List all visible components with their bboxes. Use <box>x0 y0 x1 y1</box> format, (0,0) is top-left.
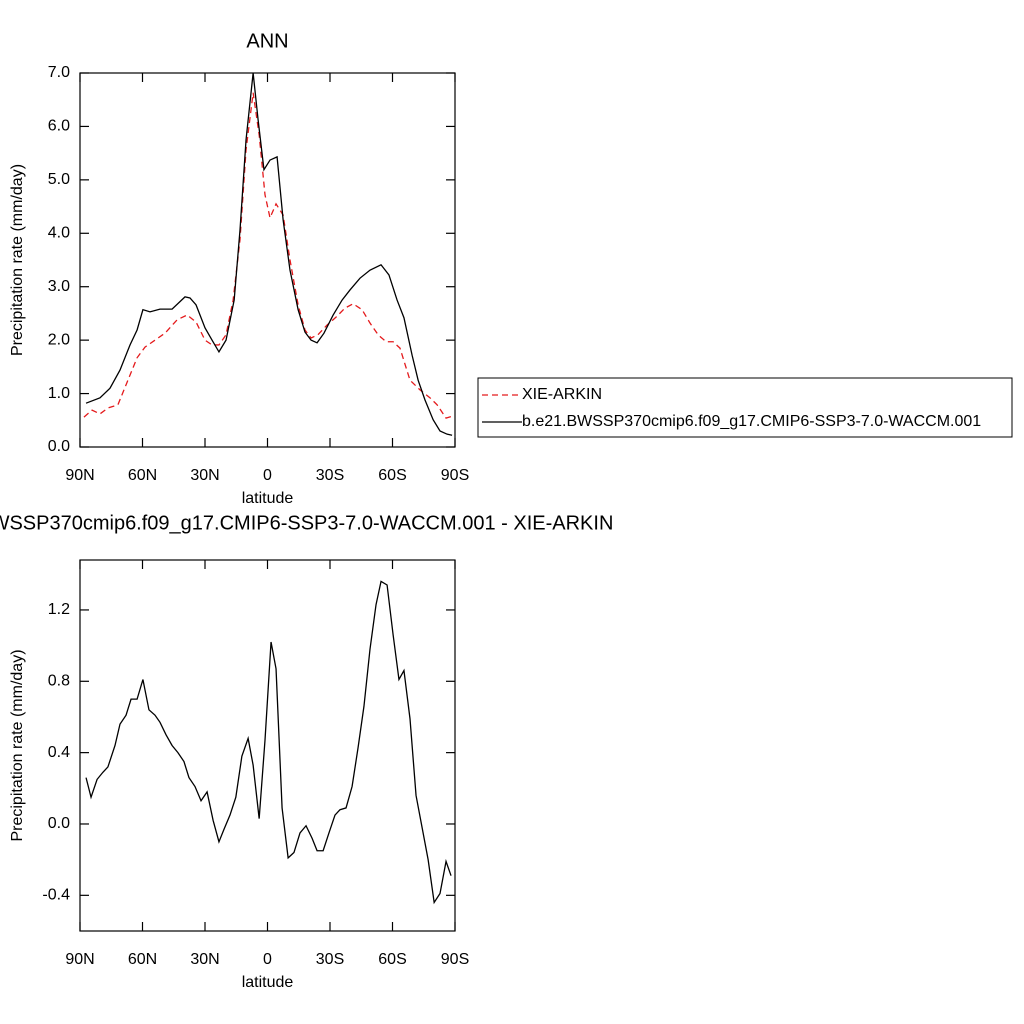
x-tick-label: 60N <box>128 951 157 968</box>
x-tick-label: 90S <box>441 467 469 484</box>
x-tick-label: 60N <box>128 467 157 484</box>
legend-label: b.e21.BWSSP370cmip6.f09_g17.CMIP6-SSP3-7… <box>522 413 981 430</box>
y-tick-label: 6.0 <box>48 118 70 135</box>
y-axis-label: Precipitation rate (mm/day) <box>9 649 26 841</box>
y-tick-label: 3.0 <box>48 278 70 295</box>
x-tick-label: 30S <box>316 467 344 484</box>
data-line <box>85 580 452 905</box>
legend-box <box>477 377 1013 438</box>
data-line <box>83 92 454 419</box>
y-tick-label: 0.4 <box>48 744 70 761</box>
data-line <box>85 72 453 436</box>
y-tick-label: 0.0 <box>48 815 70 832</box>
legend-label: XIE-ARKIN <box>522 386 602 403</box>
y-tick-label: 4.0 <box>48 225 70 242</box>
y-tick-label: 7.0 <box>48 64 70 81</box>
y-tick-label: 1.0 <box>48 385 70 402</box>
x-tick-label: 90N <box>65 951 94 968</box>
x-axis-label: latitude <box>242 490 294 507</box>
x-tick-label: 90S <box>441 951 469 968</box>
y-tick-label: 5.0 <box>48 171 70 188</box>
plot-frame <box>79 559 456 932</box>
x-tick-label: 0 <box>263 951 272 968</box>
plot-frame <box>79 72 456 448</box>
y-tick-label: 0.8 <box>48 673 70 690</box>
y-tick-label: 2.0 <box>48 331 70 348</box>
x-tick-label: 30N <box>190 467 219 484</box>
x-tick-label: 30N <box>190 951 219 968</box>
chart-title: b.e21.BWSSP370cmip6.f09_g17.CMIP6-SSP3-7… <box>0 512 613 534</box>
x-tick-label: 60S <box>378 951 406 968</box>
chart-title: ANN <box>246 30 288 52</box>
y-tick-label: 1.2 <box>48 601 70 618</box>
y-axis-label: Precipitation rate (mm/day) <box>9 164 26 356</box>
x-tick-label: 30S <box>316 951 344 968</box>
x-axis-label: latitude <box>242 974 294 991</box>
x-tick-label: 60S <box>378 467 406 484</box>
x-tick-label: 0 <box>263 467 272 484</box>
y-tick-label: 0.0 <box>48 438 70 455</box>
x-tick-label: 90N <box>65 467 94 484</box>
y-tick-label: -0.4 <box>42 887 70 904</box>
